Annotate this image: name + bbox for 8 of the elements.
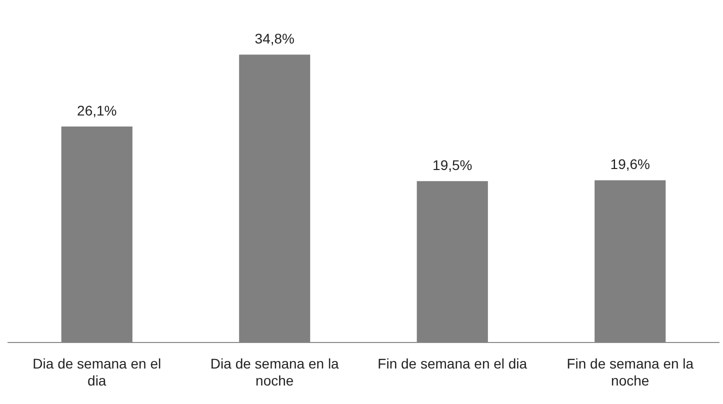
data-label: 19,6% [610, 156, 650, 172]
x-tick-label: Fin de semana en el dia [378, 356, 528, 372]
data-label: 19,5% [432, 156, 472, 173]
x-tick-label: Dia de semana en el dia [32, 356, 162, 388]
data-label: 34,8% [254, 30, 294, 46]
x-tick-label: Dia de semana en la noche [210, 356, 340, 388]
x-tick-label: Fin de semana en la noche [566, 356, 694, 388]
data-label: 26,1% [77, 102, 117, 118]
